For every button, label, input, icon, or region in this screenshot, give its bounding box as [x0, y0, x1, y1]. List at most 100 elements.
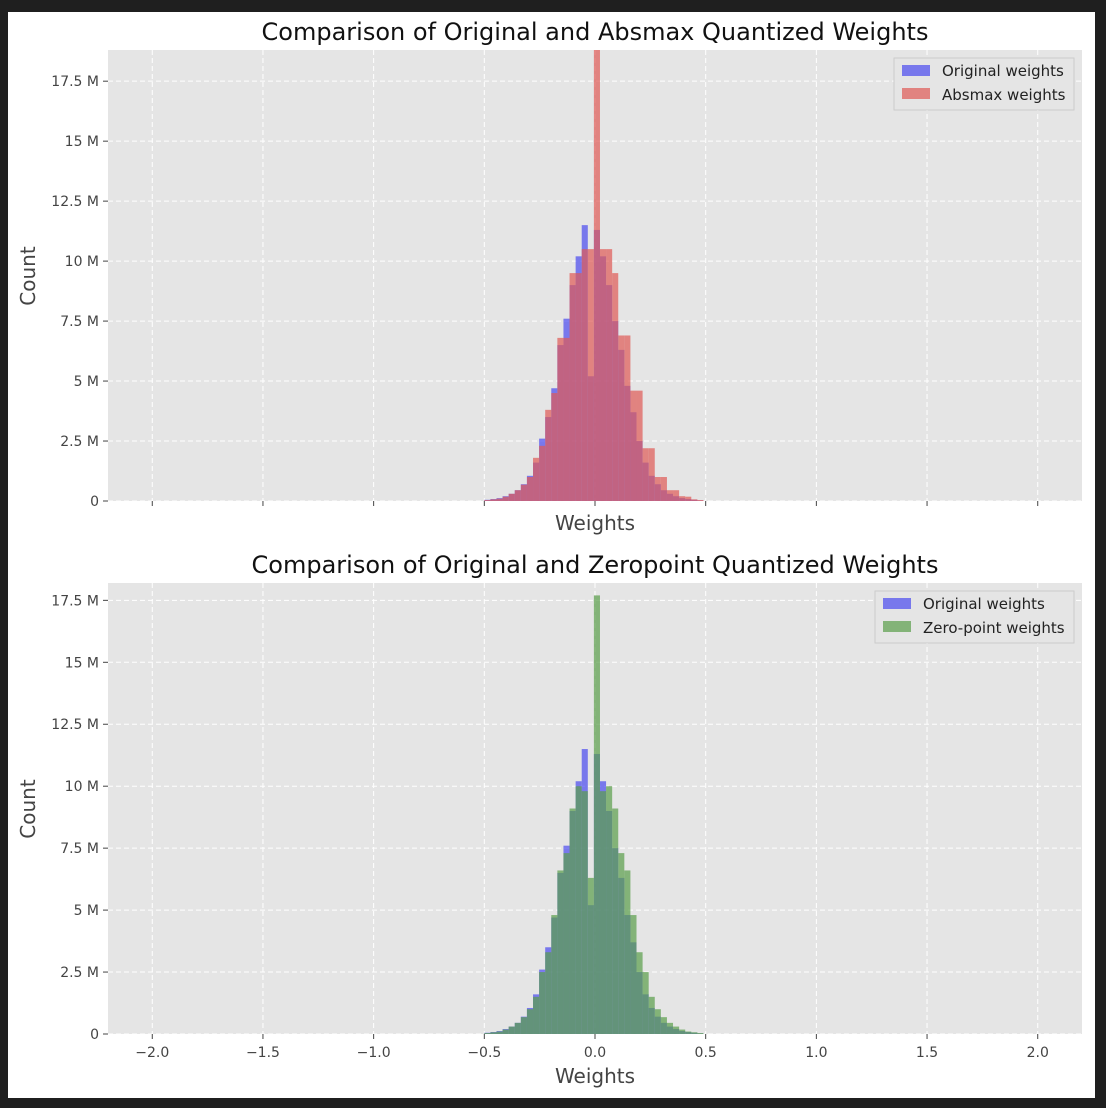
x-tick-label: −1.5: [246, 1045, 280, 1061]
y-axis-ticks: 0 2.5 M 5 M 7.5 M 10 M 12.5 M 15 M 17.5 M: [51, 593, 108, 1043]
histogram-bar: [587, 877, 594, 1034]
x-tick-label: −2.0: [135, 1045, 169, 1061]
x-tick-label: 1.0: [805, 1045, 827, 1061]
histogram-bar: [624, 870, 631, 1034]
histogram-bar: [618, 335, 625, 501]
histogram-bar: [654, 477, 661, 501]
histogram-bar: [636, 952, 643, 1034]
y-axis-label: Count: [16, 246, 40, 306]
histogram-bar: [660, 477, 667, 501]
histogram-bar: [539, 445, 546, 501]
histogram-bar: [648, 448, 655, 501]
y-tick-label: 0: [90, 494, 99, 510]
legend-swatch-absmax: [902, 88, 930, 99]
zeropoint-chart: Comparison of Original and Zeropoint Qua…: [16, 551, 1082, 1088]
histogram-bar: [660, 1017, 667, 1034]
histogram-bar: [484, 500, 491, 501]
x-axis-label: Weights: [555, 1064, 635, 1088]
y-tick-label: 7.5 M: [60, 314, 99, 330]
y-tick-label: 2.5 M: [60, 965, 99, 981]
histogram-bar: [545, 952, 552, 1034]
histogram-bar: [526, 477, 534, 501]
histogram-bar: [569, 808, 576, 1034]
histogram-bar: [673, 1026, 680, 1034]
absmax-chart: Comparison of Original and Absmax Quanti…: [16, 18, 1082, 535]
histogram-bar: [642, 448, 649, 501]
x-tick-label: 1.5: [916, 1045, 938, 1061]
histogram-bar: [563, 337, 570, 501]
series-zeropoint-bars: [484, 595, 704, 1034]
histogram-bar: [606, 786, 613, 1034]
legend-label-zeropoint: Zero-point weights: [923, 619, 1065, 637]
histogram-bar: [575, 786, 582, 1034]
y-tick-label: 15 M: [65, 134, 99, 150]
histogram-bar: [636, 390, 643, 501]
histogram-bar: [520, 1017, 527, 1034]
histogram-bar: [612, 808, 619, 1034]
histogram-bar: [508, 493, 515, 501]
histogram-bar: [526, 1009, 534, 1034]
histogram-bar: [490, 1032, 497, 1034]
x-axis-ticks: −2.0 −1.5 −1.0 −0.5 0.0 0.5 1.0 1.5 2.0: [135, 1034, 1049, 1061]
y-tick-label: 17.5 M: [51, 74, 99, 90]
grid-lines: [108, 50, 1082, 502]
histogram-bar: [654, 1009, 661, 1034]
histogram-bar: [502, 1029, 509, 1034]
legend-label-absmax: Absmax weights: [942, 86, 1066, 104]
histogram-bar: [514, 490, 521, 501]
histogram-bar: [697, 1033, 704, 1034]
histogram-bar: [533, 996, 540, 1034]
figure-canvas: Comparison of Original and Absmax Quanti…: [16, 18, 1082, 1088]
histogram-bar: [691, 1032, 698, 1034]
histogram-bar: [575, 273, 582, 501]
legend-swatch-zeropoint: [883, 621, 911, 632]
histogram-bar: [545, 409, 552, 501]
histogram-bar: [496, 498, 503, 501]
histogram-bar: [630, 915, 637, 1034]
legend-label-original: Original weights: [942, 62, 1064, 80]
histogram-bar: [691, 499, 698, 501]
histogram-bar: [569, 273, 576, 501]
histogram-bar: [606, 249, 613, 501]
y-tick-label: 0: [90, 1027, 99, 1043]
histogram-bar: [557, 337, 564, 501]
y-tick-label: 10 M: [65, 779, 99, 795]
y-tick-label: 10 M: [65, 254, 99, 270]
histogram-bar: [551, 393, 558, 501]
histogram-bar: [666, 1022, 674, 1034]
histogram-bar: [490, 499, 497, 501]
x-tick-label: −1.0: [357, 1045, 391, 1061]
x-tick-label: 2.0: [1027, 1045, 1049, 1061]
x-tick-label: 0.5: [695, 1045, 717, 1061]
x-axis-ticks: [151, 501, 1039, 506]
histogram-bar: [679, 1029, 686, 1034]
y-axis-label: Count: [16, 779, 40, 839]
histogram-bar: [685, 496, 692, 501]
legend-label-original: Original weights: [923, 595, 1045, 613]
chart-title: Comparison of Original and Zeropoint Qua…: [252, 551, 939, 579]
histogram-bar: [618, 853, 625, 1034]
x-axis-label: Weights: [555, 511, 635, 535]
x-tick-label: 0.0: [584, 1045, 606, 1061]
histogram-bar: [666, 490, 674, 501]
histogram-bar: [520, 484, 527, 501]
histogram-bar: [514, 1022, 521, 1034]
y-tick-label: 12.5 M: [51, 717, 99, 733]
legend-swatch-original: [902, 65, 930, 76]
histogram-bar: [496, 1031, 503, 1034]
histogram-bar: [599, 791, 607, 1034]
histogram-bar: [612, 273, 619, 501]
y-tick-label: 2.5 M: [60, 434, 99, 450]
histogram-bar: [557, 870, 564, 1034]
legend-swatch-original: [883, 598, 911, 609]
histogram-bar: [581, 791, 588, 1034]
y-tick-label: 5 M: [74, 903, 99, 919]
histogram-bar: [508, 1026, 515, 1034]
chart-title: Comparison of Original and Absmax Quanti…: [262, 18, 929, 46]
histogram-bar: [581, 249, 588, 501]
legend: Original weights Zero-point weights: [874, 590, 1075, 644]
histogram-bar: [599, 249, 607, 501]
histogram-bar: [697, 500, 704, 501]
y-tick-label: 12.5 M: [51, 194, 99, 210]
histogram-bar: [642, 972, 649, 1034]
